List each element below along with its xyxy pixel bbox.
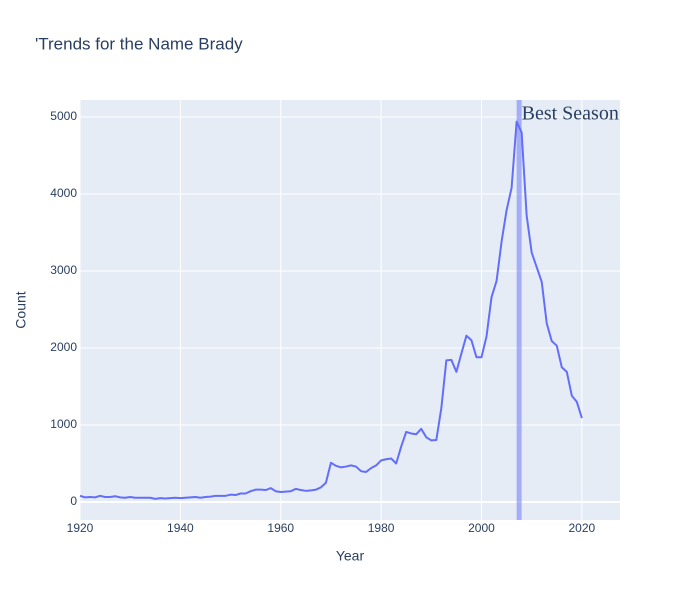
annotation: Best Season — [522, 103, 619, 125]
y-tick-label: 5000 — [50, 109, 77, 123]
y-tick-label: 1000 — [50, 417, 77, 431]
chart-title: 'Trends for the Name Brady — [35, 34, 243, 53]
y-tick-label: 2000 — [50, 340, 77, 354]
x-axis-title: Year — [336, 548, 365, 564]
y-tick-label: 4000 — [50, 186, 77, 200]
x-tick-label: 1980 — [368, 521, 395, 535]
x-tick-label: 2000 — [468, 521, 495, 535]
y-tick-label: 0 — [70, 494, 77, 508]
x-tick-label: 1920 — [67, 521, 94, 535]
x-tick-label: 1960 — [267, 521, 294, 535]
line — [79, 120, 583, 500]
y-axis-title: Count — [13, 291, 29, 328]
x-tick-label: 1940 — [167, 521, 194, 535]
y-tick-label: 3000 — [50, 263, 77, 277]
plot-area — [80, 100, 620, 520]
x-tick-label: 2020 — [569, 521, 596, 535]
highlight-band — [516, 100, 522, 520]
